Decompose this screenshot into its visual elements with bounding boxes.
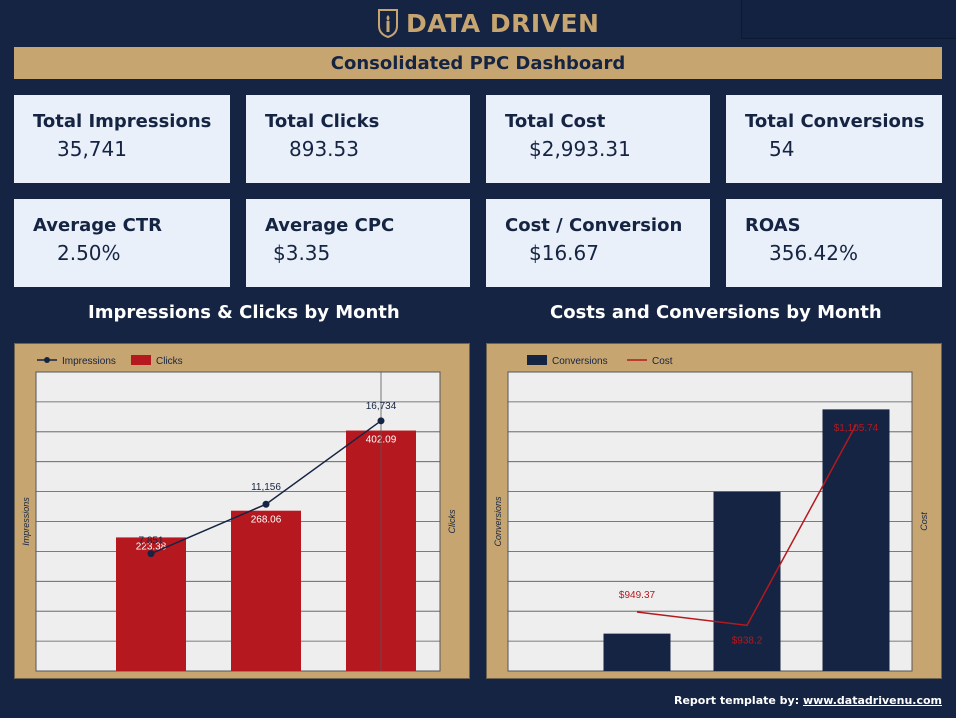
kpi-label: Total Impressions	[33, 111, 212, 132]
legend-marker	[44, 357, 50, 363]
line-point	[377, 417, 385, 425]
legend-label: Conversions	[552, 356, 608, 367]
brand-name: DATA DRIVEN	[406, 8, 600, 38]
line-data-label: $938.2	[732, 635, 763, 646]
kpi-label: Average CTR	[33, 215, 162, 236]
y-axis-title: Impressions	[21, 497, 31, 546]
kpi-label: ROAS	[745, 215, 801, 236]
kpi-total-cost: Total Cost $2,993.31	[486, 95, 710, 183]
header-panel	[741, 0, 956, 39]
footer-prefix: Report template by:	[674, 694, 800, 707]
kpi-value: $16.67	[529, 241, 599, 265]
impressions-clicks-title: Impressions & Clicks by Month	[88, 302, 400, 323]
y-axis-title: Conversions	[493, 496, 503, 547]
bar-clicks	[116, 537, 186, 671]
kpi-total-conversions: Total Conversions 54	[726, 95, 942, 183]
footer-credit: Report template by: www.datadrivenu.com	[674, 694, 942, 707]
line-data-label: 11,156	[251, 482, 281, 493]
costs-conversions-chart: $949.37 $938.2 $1,105.74 Conversions Cost Con…	[486, 343, 942, 679]
kpi-value: 35,741	[57, 137, 127, 161]
kpi-value: 2.50%	[57, 241, 121, 265]
kpi-label: Total Cost	[505, 111, 606, 132]
kpi-total-impressions: Total Impressions 35,741	[14, 95, 230, 183]
kpi-cost-per-conversion: Cost / Conversion $16.67	[486, 199, 710, 287]
kpi-label: Total Conversions	[745, 111, 925, 132]
legend-label: Cost	[652, 356, 673, 367]
impressions-clicks-svg: 223.38268.06402.097,85111,15616,734Impre…	[21, 355, 457, 672]
kpi-total-clicks: Total Clicks 893.53	[246, 95, 470, 183]
dashboard-banner: Consolidated PPC Dashboard	[14, 47, 942, 79]
legend-bar-swatch	[527, 355, 547, 365]
legend-bar-swatch	[131, 355, 151, 365]
impressions-clicks-chart: 223.38 268.06 402.09 7,851 11,156 16,734 Impre…	[14, 343, 470, 679]
bar-clicks	[231, 510, 301, 671]
kpi-label: Total Clicks	[265, 111, 380, 132]
brand-logo: DATA DRIVEN	[376, 7, 599, 39]
costs-conversions-title: Costs and Conversions by Month	[550, 302, 882, 323]
line-point	[262, 500, 270, 508]
costs-conversions-svg: $949.37 $938.2 $1,105.74 Conversions Cost Con…	[493, 355, 929, 672]
kpi-value: 54	[769, 137, 795, 161]
kpi-average-ctr: Average CTR 2.50%	[14, 199, 230, 287]
kpi-label: Average CPC	[265, 215, 395, 236]
bar-conversions	[713, 491, 781, 671]
line-data-label: $949.37	[619, 590, 656, 601]
footer-link[interactable]: www.datadrivenu.com	[802, 694, 942, 707]
y2-axis-title: Clicks	[447, 509, 457, 533]
line-data-label: $1,105.74	[834, 423, 879, 434]
torch-icon	[378, 9, 398, 38]
kpi-value: 893.53	[289, 137, 359, 161]
kpi-value: $2,993.31	[529, 137, 631, 161]
line-point	[147, 550, 155, 558]
line-cost	[636, 424, 857, 627]
kpi-average-cpc: Average CPC $3.35	[246, 199, 470, 287]
legend-label: Impressions	[62, 356, 116, 367]
kpi-value: 356.42%	[769, 241, 858, 265]
line-data-label: 7,851	[138, 536, 163, 547]
kpi-roas: ROAS 356.42%	[726, 199, 942, 287]
line-data-label: 16,734	[366, 401, 397, 412]
kpi-value: $3.35	[273, 241, 331, 265]
bar-conversions	[822, 409, 890, 671]
bar-data-label: 268.06	[251, 515, 282, 526]
y2-axis-title: Cost	[919, 512, 929, 531]
bar-conversions	[603, 633, 671, 671]
bar-data-label: 223.38	[136, 541, 167, 552]
kpi-label: Cost / Conversion	[505, 215, 683, 236]
dashboard-title: Consolidated PPC Dashboard	[330, 52, 626, 74]
legend-label: Clicks	[156, 356, 183, 367]
